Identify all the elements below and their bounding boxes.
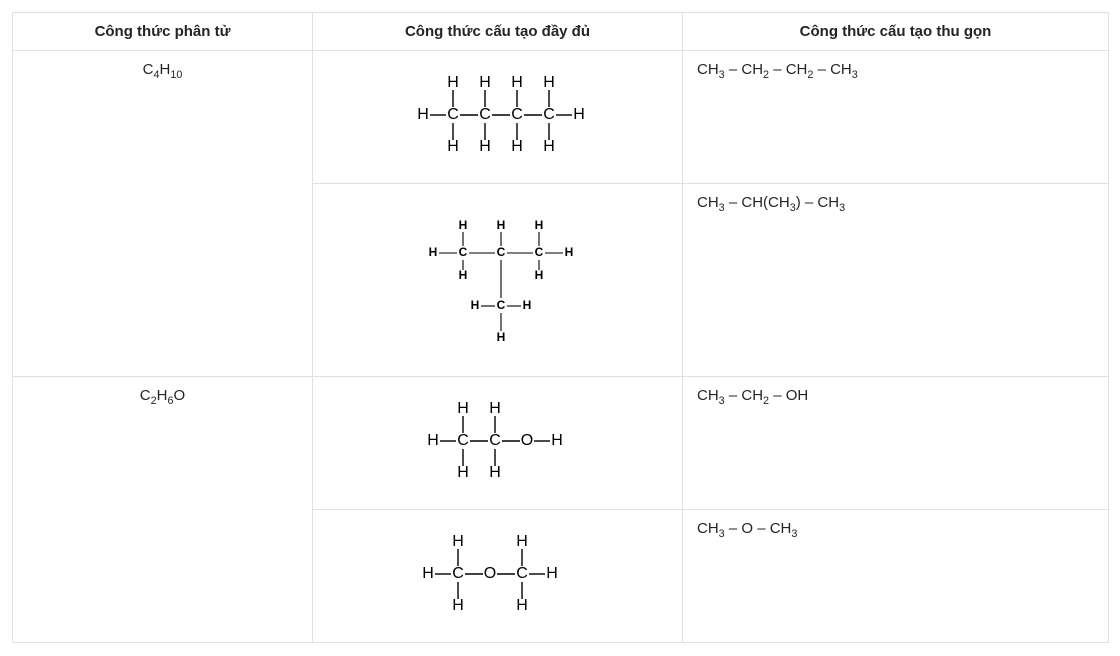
svg-text:H: H: [457, 464, 469, 481]
condensed-formula-cell: CH3 – CH(CH3) – CH3: [683, 184, 1109, 377]
svg-text:H: H: [447, 138, 459, 155]
table-row: C2H6OHCHHCHHOHCH3 – CH2 – OH: [13, 377, 1109, 510]
full-structure-cell: HCHHCHHOH: [313, 377, 683, 510]
full-structure-cell: HCHHCHHCHHCHHH: [313, 51, 683, 184]
svg-text:H: H: [543, 74, 555, 91]
svg-text:C: C: [447, 106, 459, 123]
svg-text:H: H: [534, 268, 543, 282]
svg-text:C: C: [543, 106, 555, 123]
molecular-formula-cell: C2H6O: [13, 377, 313, 643]
svg-text:H: H: [479, 138, 491, 155]
svg-text:H: H: [452, 597, 464, 614]
svg-text:C: C: [458, 245, 467, 259]
structure-diagram: HCHHCHHCHHCHHH: [327, 61, 668, 173]
svg-text:H: H: [458, 218, 467, 232]
header-condensed-structure: Công thức cấu tạo thu gọn: [683, 13, 1109, 51]
svg-text:H: H: [479, 74, 491, 91]
header-molecular: Công thức phân tử: [13, 13, 313, 51]
svg-text:H: H: [422, 565, 434, 582]
svg-text:H: H: [516, 533, 528, 550]
svg-text:O: O: [483, 565, 495, 582]
structural-formula-table: Công thức phân tử Công thức cấu tạo đầy …: [12, 12, 1109, 643]
svg-text:H: H: [543, 138, 555, 155]
svg-text:H: H: [457, 400, 469, 417]
svg-text:H: H: [496, 330, 505, 344]
svg-text:H: H: [489, 464, 501, 481]
svg-text:C: C: [457, 432, 469, 449]
svg-text:H: H: [427, 432, 439, 449]
molecular-formula-cell: C4H10: [13, 51, 313, 377]
svg-text:C: C: [496, 245, 505, 259]
svg-text:H: H: [564, 245, 573, 259]
svg-text:H: H: [452, 533, 464, 550]
structure-diagram: HCHHCHCHHHCHHH: [327, 194, 668, 366]
svg-text:H: H: [489, 400, 501, 417]
svg-text:H: H: [511, 74, 523, 91]
header-full-structure: Công thức cấu tạo đầy đủ: [313, 13, 683, 51]
svg-text:C: C: [516, 565, 528, 582]
structure-diagram: HCHHOCHHH: [327, 520, 668, 632]
svg-text:H: H: [546, 565, 558, 582]
svg-text:H: H: [447, 74, 459, 91]
header-row: Công thức phân tử Công thức cấu tạo đầy …: [13, 13, 1109, 51]
condensed-formula-cell: CH3 – O – CH3: [683, 510, 1109, 643]
full-structure-cell: HCHHOCHHH: [313, 510, 683, 643]
svg-text:C: C: [452, 565, 464, 582]
condensed-formula-cell: CH3 – CH2 – OH: [683, 377, 1109, 510]
full-structure-cell: HCHHCHCHHHCHHH: [313, 184, 683, 377]
svg-text:H: H: [511, 138, 523, 155]
svg-text:C: C: [479, 106, 491, 123]
svg-text:H: H: [428, 245, 437, 259]
svg-text:C: C: [511, 106, 523, 123]
svg-text:C: C: [496, 298, 505, 312]
svg-text:H: H: [417, 106, 429, 123]
svg-text:H: H: [534, 218, 543, 232]
condensed-formula-cell: CH3 – CH2 – CH2 – CH3: [683, 51, 1109, 184]
svg-text:H: H: [551, 432, 563, 449]
svg-text:H: H: [496, 218, 505, 232]
svg-text:H: H: [516, 597, 528, 614]
svg-text:O: O: [520, 432, 532, 449]
svg-text:H: H: [573, 106, 585, 123]
svg-text:H: H: [458, 268, 467, 282]
svg-text:H: H: [470, 298, 479, 312]
structure-diagram: HCHHCHHOH: [327, 387, 668, 499]
table-row: C4H10HCHHCHHCHHCHHHCH3 – CH2 – CH2 – CH3: [13, 51, 1109, 184]
svg-text:C: C: [534, 245, 543, 259]
svg-text:H: H: [522, 298, 531, 312]
svg-text:C: C: [489, 432, 501, 449]
